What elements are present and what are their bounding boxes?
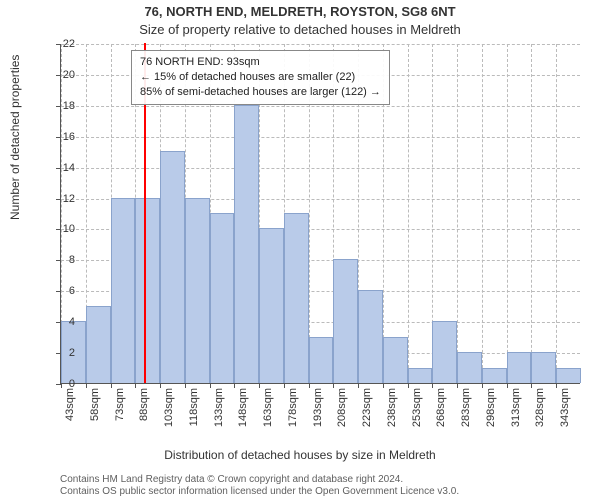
xtick-mark xyxy=(135,383,136,388)
xtick-mark xyxy=(86,383,87,388)
xtick-mark xyxy=(259,383,260,388)
ytick-label: 14 xyxy=(45,162,75,174)
annotation-line: ← 15% of detached houses are smaller (22… xyxy=(140,70,381,85)
bar xyxy=(556,368,581,383)
bar xyxy=(284,213,309,383)
xtick-label: 283sqm xyxy=(460,388,472,427)
xtick-mark xyxy=(482,383,483,388)
xtick-label: 343sqm xyxy=(559,388,571,427)
gridline-h xyxy=(61,137,580,138)
xtick-label: 208sqm xyxy=(336,388,348,427)
xtick-label: 178sqm xyxy=(287,388,299,427)
xtick-mark xyxy=(531,383,532,388)
xtick-mark xyxy=(358,383,359,388)
gridline-h xyxy=(61,44,580,45)
xtick-mark xyxy=(309,383,310,388)
x-axis-label: Distribution of detached houses by size … xyxy=(0,448,600,462)
bar xyxy=(86,306,111,383)
xtick-mark xyxy=(507,383,508,388)
xtick-label: 238sqm xyxy=(386,388,398,427)
xtick-label: 88sqm xyxy=(138,388,150,421)
bar xyxy=(432,321,457,383)
ytick-label: 2 xyxy=(45,347,75,359)
bar xyxy=(507,352,532,383)
bar xyxy=(234,105,259,383)
xtick-mark xyxy=(383,383,384,388)
xtick-label: 223sqm xyxy=(361,388,373,427)
bar xyxy=(135,198,160,383)
xtick-mark xyxy=(234,383,235,388)
xtick-mark xyxy=(160,383,161,388)
footer-line2: Contains OS public sector information li… xyxy=(60,486,459,498)
gridline-h xyxy=(61,168,580,169)
ytick-label: 16 xyxy=(45,131,75,143)
xtick-label: 118sqm xyxy=(188,388,200,426)
ytick-label: 18 xyxy=(45,100,75,112)
gridline-v xyxy=(482,44,483,383)
gridline-h xyxy=(61,106,580,107)
xtick-mark xyxy=(333,383,334,388)
bar xyxy=(210,213,235,383)
ytick-label: 22 xyxy=(45,38,75,50)
chart-title-line1: 76, NORTH END, MELDRETH, ROYSTON, SG8 6N… xyxy=(0,4,600,19)
bar xyxy=(259,228,284,383)
annotation-line: 76 NORTH END: 93sqm xyxy=(140,55,381,70)
chart-title-line2: Size of property relative to detached ho… xyxy=(0,22,600,37)
annotation-box: 76 NORTH END: 93sqm← 15% of detached hou… xyxy=(131,50,390,105)
gridline-v xyxy=(556,44,557,383)
xtick-label: 193sqm xyxy=(312,388,324,427)
bar xyxy=(531,352,556,383)
bar xyxy=(309,337,334,383)
footer-attribution: Contains HM Land Registry data © Crown c… xyxy=(60,474,459,498)
xtick-label: 103sqm xyxy=(163,388,175,427)
xtick-label: 148sqm xyxy=(237,388,249,427)
ytick-label: 20 xyxy=(45,69,75,81)
xtick-label: 313sqm xyxy=(510,388,522,427)
bar xyxy=(383,337,408,383)
xtick-mark xyxy=(111,383,112,388)
bar xyxy=(482,368,507,383)
bar xyxy=(457,352,482,383)
xtick-label: 133sqm xyxy=(213,388,225,427)
ytick-label: 12 xyxy=(45,193,75,205)
plot-area: 76 NORTH END: 93sqm← 15% of detached hou… xyxy=(60,44,580,384)
ytick-label: 8 xyxy=(45,254,75,266)
bar xyxy=(333,259,358,383)
ytick-label: 4 xyxy=(45,316,75,328)
bar xyxy=(160,151,185,383)
xtick-mark xyxy=(284,383,285,388)
xtick-label: 253sqm xyxy=(411,388,423,427)
bar xyxy=(358,290,383,383)
xtick-mark xyxy=(408,383,409,388)
annotation-line: 85% of semi-detached houses are larger (… xyxy=(140,85,381,100)
xtick-mark xyxy=(210,383,211,388)
ytick-label: 6 xyxy=(45,285,75,297)
xtick-label: 298sqm xyxy=(485,388,497,427)
gridline-v xyxy=(408,44,409,383)
xtick-label: 73sqm xyxy=(114,388,126,421)
bar xyxy=(111,198,136,383)
xtick-mark xyxy=(556,383,557,388)
xtick-label: 328sqm xyxy=(534,388,546,427)
gridline-v xyxy=(531,44,532,383)
xtick-label: 268sqm xyxy=(435,388,447,427)
xtick-label: 163sqm xyxy=(262,388,274,427)
bar xyxy=(408,368,433,383)
gridline-v xyxy=(457,44,458,383)
y-axis-label: Number of detached properties xyxy=(8,55,22,220)
xtick-mark xyxy=(457,383,458,388)
bar xyxy=(185,198,210,383)
footer-line1: Contains HM Land Registry data © Crown c… xyxy=(60,474,459,486)
gridline-v xyxy=(507,44,508,383)
xtick-mark xyxy=(432,383,433,388)
xtick-mark xyxy=(185,383,186,388)
xtick-label: 43sqm xyxy=(64,388,76,421)
xtick-label: 58sqm xyxy=(89,388,101,421)
ytick-label: 10 xyxy=(45,223,75,235)
